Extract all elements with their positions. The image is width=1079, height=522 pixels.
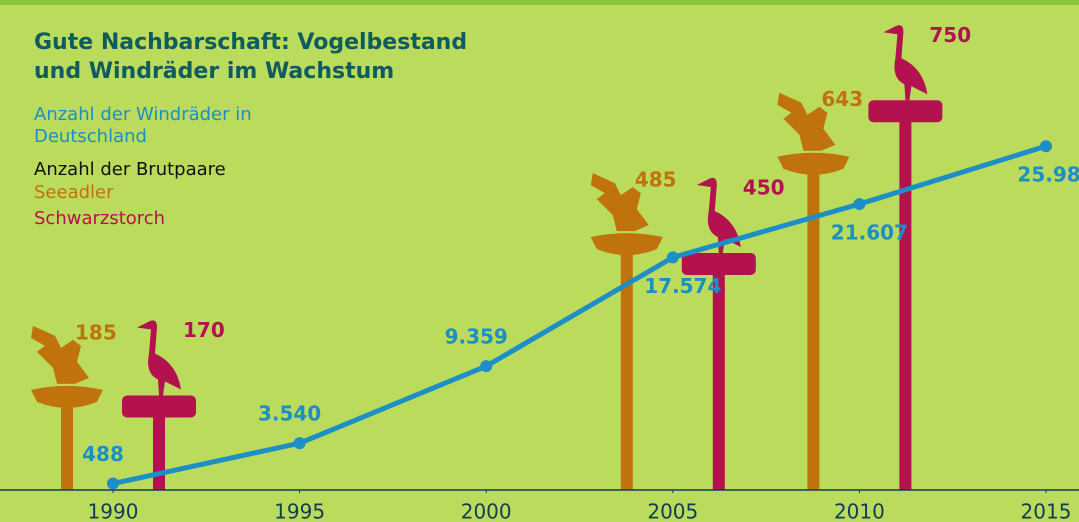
- nest-pole: [153, 403, 165, 490]
- legend-title: Anzahl der Brutpaare: [34, 159, 226, 180]
- nest: [868, 100, 943, 123]
- nest-pole: [620, 243, 633, 490]
- stork: [137, 320, 181, 396]
- nest: [31, 385, 103, 408]
- wind-point: [1040, 140, 1052, 153]
- stork: [883, 25, 928, 101]
- value-label: 25.980: [1017, 163, 1079, 187]
- wind-point: [480, 360, 493, 373]
- chart-title: Gute Nachbarschaft: Vogelbestand und Win…: [34, 30, 468, 84]
- x-tick-label: 2000: [461, 500, 512, 522]
- nest: [777, 152, 850, 175]
- wind-point: [853, 198, 866, 211]
- wind-point: [666, 251, 679, 264]
- legend-entry: Schwarzstorch: [34, 208, 166, 229]
- x-tick-label: 2010: [834, 500, 885, 522]
- nest-pole: [807, 162, 820, 490]
- value-label: 450: [743, 175, 785, 199]
- x-tick-label: 2005: [647, 500, 698, 522]
- value-label: 643: [821, 87, 863, 111]
- legend-entry: Anzahl der Windräder in Deutschland: [34, 104, 252, 147]
- value-label: 750: [929, 23, 971, 47]
- value-label: 488: [82, 442, 124, 466]
- nest-pole: [61, 395, 73, 490]
- x-tick-label: 2015: [1021, 500, 1072, 522]
- stork: [696, 177, 741, 253]
- wind-point: [293, 437, 306, 450]
- value-label: 485: [635, 168, 677, 192]
- value-label: 3.540: [258, 402, 321, 426]
- nest-pole: [899, 108, 912, 491]
- x-tick-label: 1995: [274, 500, 325, 522]
- nest: [681, 252, 756, 275]
- eagle: [31, 325, 89, 384]
- value-label: 17.574: [644, 274, 721, 298]
- eagle: [777, 92, 836, 151]
- value-label: 21.607: [831, 221, 908, 245]
- nest: [122, 395, 196, 418]
- top-stripe: [0, 0, 1079, 5]
- eagle: [590, 173, 649, 232]
- value-label: 9.359: [445, 325, 508, 349]
- legend-entry: Seeadler: [34, 182, 114, 203]
- wind-point: [107, 477, 119, 490]
- nest: [590, 233, 663, 256]
- value-label: 185: [75, 320, 117, 344]
- wind-line: [112, 143, 1047, 486]
- value-label: 170: [183, 318, 225, 342]
- x-tick-label: 1990: [88, 500, 139, 522]
- nest-pole: [712, 260, 725, 490]
